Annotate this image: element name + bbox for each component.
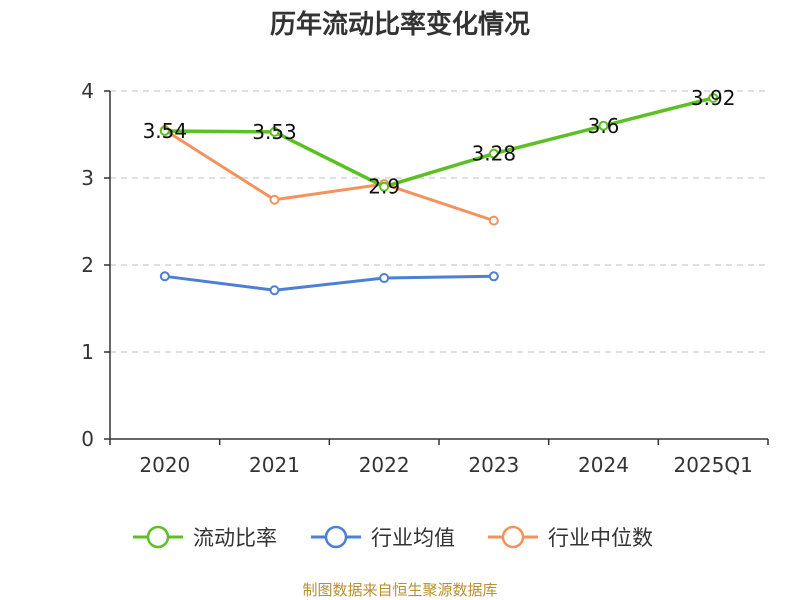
data-point[interactable] <box>488 271 499 282</box>
y-tick-label: 0 <box>81 427 94 451</box>
x-tick-label: 2020 <box>139 453 190 477</box>
data-labels: 3.54 3.53 2.9 3.28 3.6 3.92 <box>143 86 736 199</box>
data-label: 3.6 <box>588 114 620 138</box>
y-tick-label: 4 <box>81 79 94 103</box>
series-line-2 <box>164 128 495 223</box>
legend-label: 行业中位数 <box>548 526 653 550</box>
data-point[interactable] <box>269 285 280 296</box>
data-point[interactable] <box>488 148 499 159</box>
legend-item-1[interactable]: 行业均值 <box>311 525 455 550</box>
data-label: 3.28 <box>472 142 517 166</box>
data-label: 2.9 <box>368 175 400 199</box>
data-label: 3.92 <box>691 86 736 110</box>
legend-label: 流动比率 <box>193 526 277 550</box>
data-point[interactable] <box>269 126 280 137</box>
legend-marker <box>324 525 348 549</box>
data-point[interactable] <box>708 92 719 103</box>
data-point[interactable] <box>269 194 280 205</box>
data-point[interactable] <box>598 120 609 131</box>
legend-marker <box>146 525 170 549</box>
y-tick-label: 3 <box>81 166 94 190</box>
x-tick-label: 2025Q1 <box>673 453 752 477</box>
data-point[interactable] <box>379 273 390 284</box>
y-tick-label: 1 <box>81 340 94 364</box>
source-note: 制图数据来自恒生聚源数据库 <box>302 581 497 599</box>
data-point[interactable] <box>159 271 170 282</box>
x-tick-label: 2023 <box>468 453 519 477</box>
data-label: 3.53 <box>252 120 297 144</box>
x-tick-label: 2021 <box>249 453 300 477</box>
series-group <box>159 92 719 296</box>
legend: 流动比率 行业均值 行业中位数 <box>133 525 653 550</box>
data-point[interactable] <box>488 215 499 226</box>
axes: 0 1 2 3 4 2020 2021 2022 2023 2024 2025Q1 <box>81 79 769 477</box>
legend-label: 行业均值 <box>371 526 455 550</box>
x-tick-label: 2024 <box>578 453 629 477</box>
legend-item-0[interactable]: 流动比率 <box>133 525 277 550</box>
legend-item-2[interactable]: 行业中位数 <box>488 525 653 550</box>
data-point[interactable] <box>159 126 170 137</box>
series-line-1 <box>164 274 494 292</box>
data-point[interactable] <box>379 181 390 192</box>
legend-marker <box>501 525 525 549</box>
y-tick-label: 2 <box>81 253 94 277</box>
chart-title: 历年流动比率变化情况 <box>270 9 530 40</box>
x-tick-label: 2022 <box>359 453 410 477</box>
data-label: 3.54 <box>143 119 188 143</box>
series-line-0 <box>164 96 714 189</box>
